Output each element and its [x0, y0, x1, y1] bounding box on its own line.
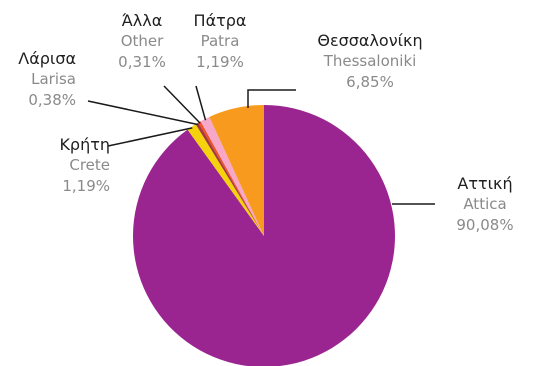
label-larisa-greek: Λάρισα	[18, 49, 76, 68]
pie-slice-thessaloniki	[209, 105, 264, 236]
label-crete-pct: 1,19%	[62, 177, 110, 195]
leader-line-other	[163, 85, 201, 124]
label-thessaloniki-pct: 6,85%	[346, 73, 394, 91]
label-crete: Κρήτη Crete 1,19%	[38, 134, 110, 197]
pie-slice-attica	[132, 105, 395, 366]
label-crete-latin: Crete	[69, 156, 110, 174]
label-other-greek: Άλλα	[121, 11, 163, 30]
pie-slice-other	[198, 121, 264, 236]
label-attica-latin: Attica	[463, 195, 507, 213]
label-patra-pct: 1,19%	[196, 53, 244, 71]
leader-line-larisa	[87, 100, 198, 126]
label-other-latin: Other	[120, 32, 164, 50]
label-patra-greek: Πάτρα	[193, 11, 247, 30]
label-crete-greek: Κρήτη	[59, 135, 110, 154]
label-thessaloniki-greek: Θεσσαλονίκη	[317, 31, 423, 50]
leader-line-thessaloniki	[247, 89, 296, 108]
label-larisa-latin: Larisa	[31, 70, 76, 88]
label-larisa: Λάρισα Larisa 0,38%	[4, 48, 76, 111]
label-patra-latin: Patra	[200, 32, 240, 50]
label-attica-pct: 90,08%	[456, 216, 514, 234]
label-attica: Αττική Attica 90,08%	[440, 173, 530, 236]
label-patra: Πάτρα Patra 1,19%	[190, 10, 250, 73]
label-other: Άλλα Other 0,31%	[112, 10, 172, 73]
label-thessaloniki-latin: Thessaloniki	[323, 52, 417, 70]
label-thessaloniki: Θεσσαλονίκη Thessaloniki 6,85%	[290, 30, 450, 93]
pie-slice-larisa	[195, 122, 264, 236]
pie-slice-patra	[200, 116, 264, 236]
leader-line-patra	[195, 85, 207, 121]
label-larisa-pct: 0,38%	[28, 91, 76, 109]
pie-slice-crete	[187, 124, 264, 236]
label-attica-greek: Αττική	[457, 174, 513, 193]
leader-line-crete	[107, 127, 193, 147]
label-other-pct: 0,31%	[118, 53, 166, 71]
